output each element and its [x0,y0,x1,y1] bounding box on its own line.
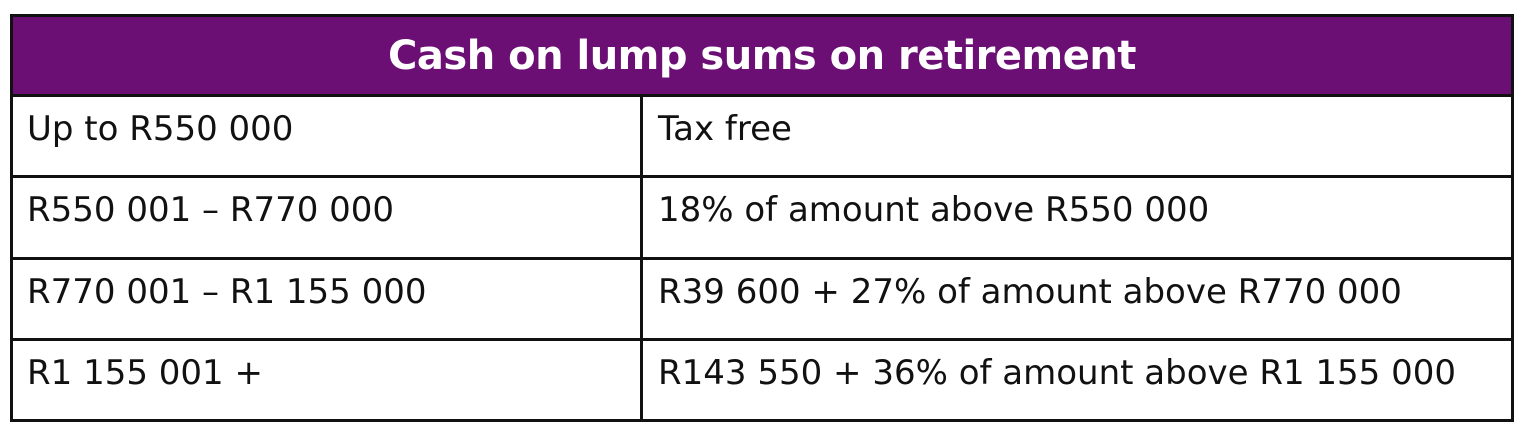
table-row: Up to R550 000 Tax free [13,97,1511,179]
table-row: R770 001 – R1 155 000 R39 600 + 27% of a… [13,259,1511,341]
range-cell: Up to R550 000 [13,97,643,176]
table-title: Cash on lump sums on retirement [13,17,1511,97]
table-row: R1 155 001 + R143 550 + 36% of amount ab… [13,340,1511,419]
range-cell: R770 001 – R1 155 000 [13,259,643,338]
tax-table: Cash on lump sums on retirement Up to R5… [10,14,1514,422]
tax-cell: R143 550 + 36% of amount above R1 155 00… [658,352,1457,393]
range-cell: R1 155 001 + [13,340,643,419]
range-cell: R550 001 – R770 000 [13,178,643,257]
table-row: R550 001 – R770 000 18% of amount above … [13,178,1511,260]
tax-cell: Tax free [658,109,792,150]
tax-cell: 18% of amount above R550 000 [658,190,1210,231]
tax-cell: R39 600 + 27% of amount above R770 000 [658,271,1402,312]
